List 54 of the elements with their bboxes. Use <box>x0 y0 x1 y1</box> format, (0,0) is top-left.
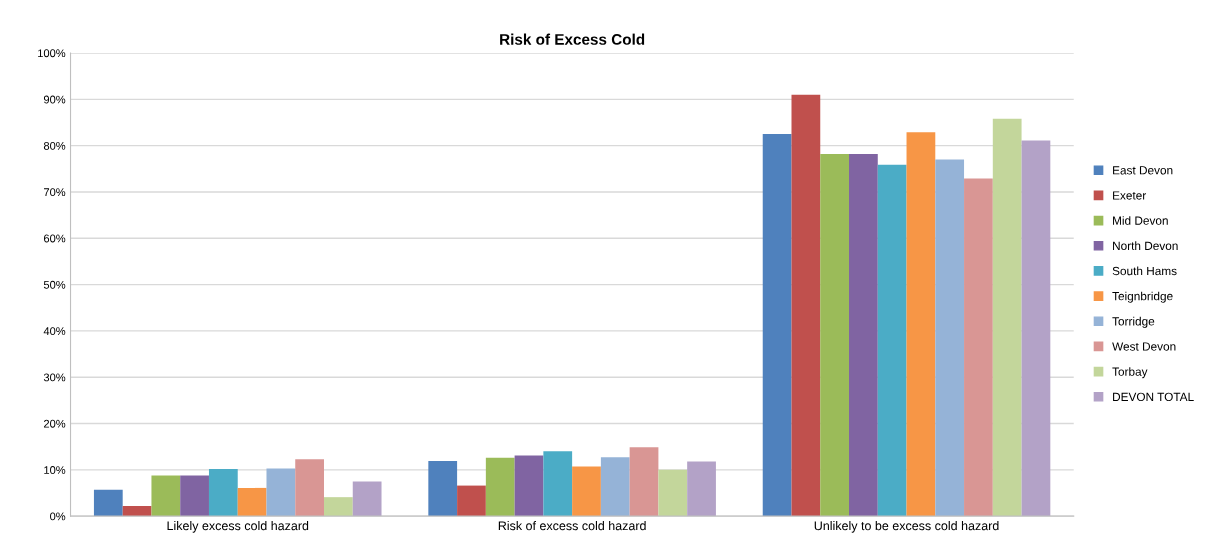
y-tick-label: 50% <box>43 280 66 289</box>
legend-label: West Devon <box>1112 342 1176 351</box>
bar <box>600 457 630 517</box>
legend-label: South Hams <box>1112 266 1177 276</box>
bar <box>964 178 993 517</box>
y-tick-label: 80% <box>43 141 66 150</box>
x-tick-label: Unlikely to be excess cold hazard <box>814 521 999 533</box>
bar <box>762 134 792 517</box>
bar <box>687 461 716 517</box>
legend-label: North Devon <box>1113 241 1178 250</box>
x-tick-label: Likely excess cold hazard <box>167 521 309 533</box>
bar <box>992 118 1022 517</box>
bar <box>151 475 181 517</box>
y-tick-label: 30% <box>43 373 66 382</box>
legend-label: DEVON TOTAL <box>1113 392 1194 402</box>
y-tick-label: 0% <box>50 512 66 521</box>
x-tick-label: Risk of excess cold hazard <box>498 521 646 531</box>
bar <box>93 489 123 517</box>
bar <box>820 153 850 517</box>
y-tick-label: 20% <box>43 419 66 428</box>
legend-label: East Devon <box>1113 166 1173 175</box>
legend-label: Mid Devon <box>1113 216 1168 225</box>
bar <box>208 468 238 517</box>
legend-label: Teignbridge <box>1112 291 1173 303</box>
y-tick-label: 40% <box>43 327 66 336</box>
legend-label: Torridge <box>1112 316 1155 328</box>
bar <box>877 164 907 517</box>
legend-label: Torbay <box>1112 367 1148 379</box>
y-tick-label: 100% <box>38 49 66 58</box>
bar <box>543 451 573 517</box>
legend-label: Exeter <box>1113 191 1147 200</box>
bar <box>629 447 659 517</box>
bar <box>295 459 324 517</box>
y-tick-label: 60% <box>43 234 66 243</box>
chart-title: Risk of Excess Cold <box>500 33 645 45</box>
bar <box>485 457 515 517</box>
bar <box>658 469 688 517</box>
bar <box>324 497 353 517</box>
y-tick-label: 10% <box>44 466 66 474</box>
bar <box>428 461 458 517</box>
bar <box>572 466 601 517</box>
bar <box>1021 140 1051 517</box>
bar <box>266 468 296 517</box>
bar <box>906 132 936 517</box>
bar <box>849 153 878 517</box>
bar <box>352 481 382 517</box>
bar <box>791 94 821 517</box>
bar <box>514 455 544 517</box>
bar <box>935 159 965 517</box>
bar <box>180 475 209 517</box>
y-tick-label: 70% <box>44 188 66 197</box>
bar <box>457 485 486 517</box>
y-tick-label: 90% <box>43 95 66 104</box>
bar <box>237 487 267 517</box>
